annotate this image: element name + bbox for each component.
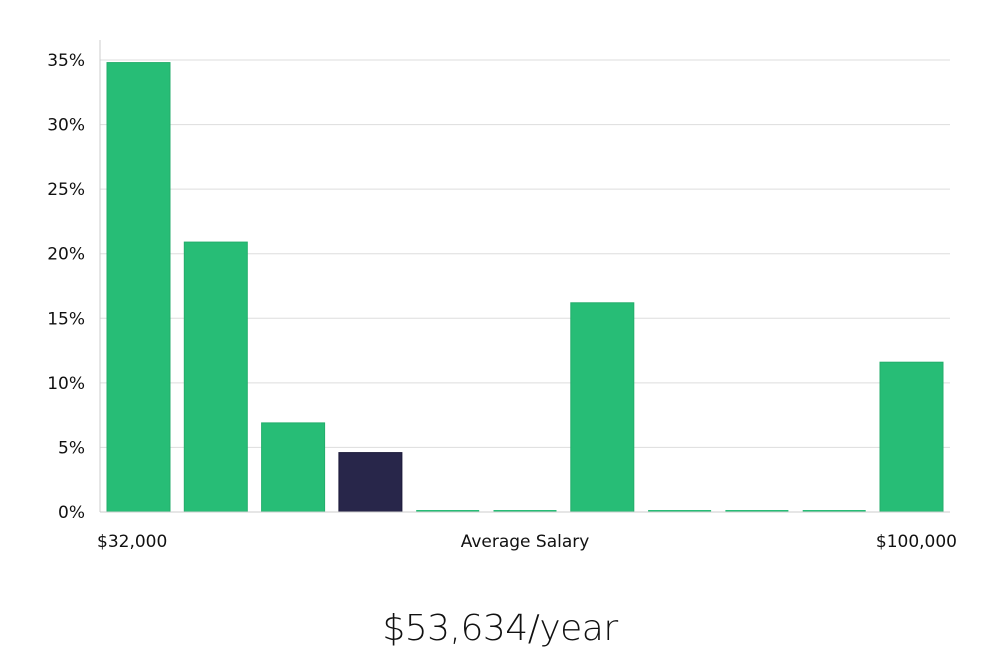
salary-distribution-chart: 0% 5% 10% 15% 20% 25% 30% 35% $32,000 Average S… bbox=[47, 40, 957, 552]
y-tick-label: 20% bbox=[47, 245, 85, 265]
bar bbox=[570, 302, 635, 513]
bar bbox=[183, 241, 248, 513]
y-tick-label: 15% bbox=[47, 309, 85, 329]
bar bbox=[725, 510, 789, 512]
bar bbox=[106, 62, 171, 513]
bars bbox=[106, 62, 944, 513]
bar bbox=[261, 422, 326, 513]
bar bbox=[493, 510, 557, 512]
y-tick-label: 5% bbox=[58, 438, 85, 458]
bar bbox=[416, 510, 480, 512]
y-tick-label: 30% bbox=[47, 116, 85, 136]
bar bbox=[648, 510, 712, 512]
y-tick-label: 25% bbox=[47, 180, 85, 200]
y-axis-ticks: 0% 5% 10% 15% 20% 25% 30% 35% bbox=[47, 51, 85, 523]
y-tick-label: 35% bbox=[47, 51, 85, 71]
bar-highlighted bbox=[338, 452, 403, 513]
x-axis-title: Average Salary bbox=[461, 532, 590, 552]
y-tick-label: 10% bbox=[47, 374, 85, 394]
y-tick-label: 0% bbox=[58, 503, 85, 523]
average-salary-value: $53,634/year bbox=[382, 608, 618, 649]
x-axis-min-label: $32,000 bbox=[97, 532, 167, 552]
x-axis-max-label: $100,000 bbox=[876, 532, 957, 552]
bar bbox=[879, 361, 944, 513]
bar bbox=[802, 510, 866, 512]
